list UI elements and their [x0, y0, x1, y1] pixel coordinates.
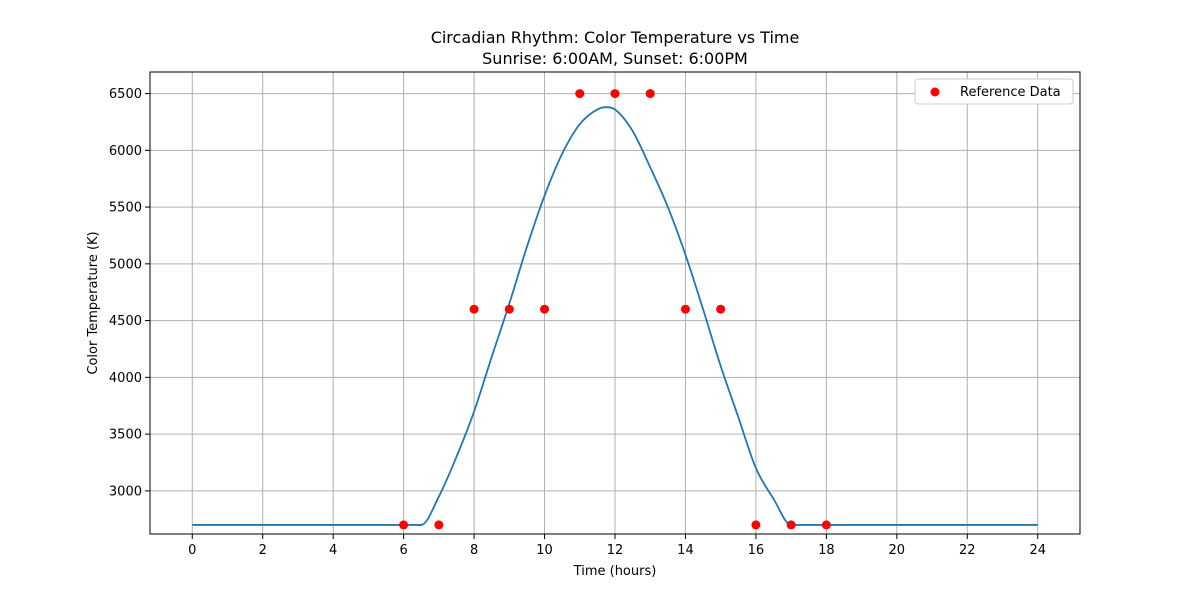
chart-title: Circadian Rhythm: Color Temperature vs T… [431, 28, 800, 47]
legend-box [914, 78, 1074, 105]
x-tick-label: 12 [607, 543, 624, 558]
y-tick-label: 6000 [109, 144, 142, 159]
x-tick-label: 16 [748, 543, 765, 558]
y-tick-label: 4000 [109, 371, 142, 386]
reference-data-point [751, 520, 761, 530]
reference-data-point [504, 304, 514, 314]
x-tick-label: 24 [1029, 543, 1046, 558]
y-tick-label: 3500 [109, 428, 142, 443]
series-reference-data [399, 89, 831, 530]
x-axis-ticks: 0 2 4 6 8 10 12 14 16 18 20 22 24 [188, 534, 1046, 558]
y-tick-label: 3000 [109, 484, 142, 499]
x-axis-label: Time (hours) [573, 564, 657, 579]
reference-data-point [399, 520, 409, 530]
reference-data-point [610, 89, 620, 99]
reference-data-point [434, 520, 444, 530]
x-tick-label: 8 [470, 543, 478, 558]
y-axis-label: Color Temperature (K) [86, 231, 101, 374]
plot-frame [149, 71, 1081, 535]
y-tick-label: 6500 [109, 87, 142, 102]
chart-subtitle: Sunrise: 6:00AM, Sunset: 6:00PM [482, 49, 748, 68]
reference-data-point [786, 520, 796, 530]
reference-data-point [680, 304, 690, 314]
x-tick-label: 4 [329, 543, 337, 558]
legend-marker-reference-data [930, 87, 940, 97]
reference-data-point [716, 304, 726, 314]
x-tick-label: 2 [259, 543, 267, 558]
reference-data-point [469, 304, 479, 314]
grid-lines [150, 72, 1080, 534]
x-tick-label: 18 [818, 543, 835, 558]
x-tick-label: 6 [399, 543, 407, 558]
reference-data-point [821, 520, 831, 530]
y-tick-label: 5000 [109, 257, 142, 272]
legend: Reference Data [914, 78, 1074, 105]
x-tick-label: 0 [188, 543, 196, 558]
x-tick-label: 14 [677, 543, 694, 558]
color-temperature-curve [192, 106, 1038, 526]
x-tick-label: 20 [889, 543, 906, 558]
y-tick-label: 5500 [109, 201, 142, 216]
reference-data-point [575, 89, 585, 99]
y-axis-ticks: 3000 3500 4000 4500 5000 5500 6000 6500 [109, 87, 150, 499]
x-tick-label: 22 [959, 543, 976, 558]
series-curve [192, 106, 1038, 526]
reference-data-point [540, 304, 550, 314]
legend-label-reference-data: Reference Data [960, 85, 1061, 100]
reference-data-point [645, 89, 655, 99]
x-tick-label: 10 [536, 543, 553, 558]
y-tick-label: 4500 [109, 314, 142, 329]
